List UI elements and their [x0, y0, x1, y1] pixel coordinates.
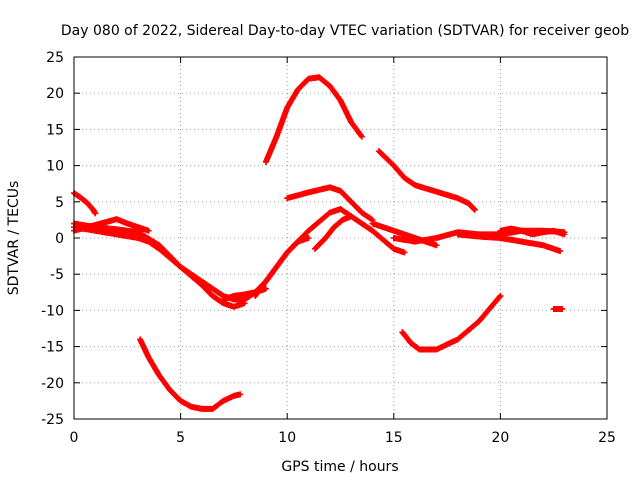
- y-axis-label: SDTVAR / TECUs: [6, 181, 22, 296]
- x-tick-label: 20: [491, 430, 509, 446]
- x-tick-label: 5: [176, 430, 185, 446]
- data-point: [557, 248, 564, 255]
- series-arc-8: [262, 74, 365, 165]
- series-arc-10: [311, 213, 355, 252]
- data-point: [305, 235, 312, 241]
- y-tick-label: 15: [46, 122, 64, 138]
- data-point: [470, 205, 477, 212]
- series-arc-7: [252, 235, 312, 299]
- y-tick-label: 0: [55, 231, 64, 247]
- y-tick-label: 5: [55, 195, 64, 211]
- y-tick-label: -25: [41, 412, 64, 428]
- x-tick-label: 25: [598, 430, 616, 446]
- chart-title: Day 080 of 2022, Sidereal Day-to-day VTE…: [61, 23, 629, 39]
- data-point: [92, 210, 99, 217]
- x-axis-label: GPS time / hours: [281, 459, 398, 475]
- y-tick-label: -5: [50, 267, 64, 283]
- data-point: [358, 133, 365, 140]
- series-arc-14: [399, 292, 504, 353]
- data-point: [561, 231, 568, 238]
- x-tick-label: 15: [385, 430, 403, 446]
- data-point: [401, 249, 408, 256]
- tick-layer: 0 5 10 15 20 25 -25 -20 -15 -10 -5 0 5 10 15 20 25: [41, 50, 616, 446]
- data-point: [237, 391, 244, 398]
- data-point: [433, 242, 440, 249]
- data-point: [348, 213, 355, 220]
- y-tick-label: 25: [46, 50, 64, 66]
- y-tick-label: -15: [41, 340, 64, 356]
- data-point: [559, 305, 566, 312]
- data-point: [262, 285, 269, 292]
- series-arc-15: [454, 231, 564, 255]
- series-arc-9: [284, 184, 376, 223]
- data-point: [496, 294, 503, 301]
- x-tick-label: 10: [278, 430, 296, 446]
- series-arc-16: [497, 225, 568, 238]
- y-tick-label: 20: [46, 86, 64, 102]
- series-arc-1: [71, 190, 99, 217]
- data-point: [368, 216, 375, 223]
- data-layer: [71, 74, 568, 412]
- series-arc-17: [550, 305, 566, 312]
- data-point: [471, 206, 478, 213]
- x-tick-label: 0: [70, 430, 79, 446]
- series-arc-4: [71, 216, 152, 234]
- series-arc-11: [375, 148, 478, 213]
- y-tick-label: -10: [41, 303, 64, 319]
- grid-layer: [74, 57, 607, 419]
- series-arc-5: [137, 336, 244, 412]
- data-point: [497, 292, 504, 299]
- data-point: [145, 227, 152, 234]
- y-tick-label: -20: [41, 376, 64, 392]
- y-tick-label: 10: [46, 159, 64, 175]
